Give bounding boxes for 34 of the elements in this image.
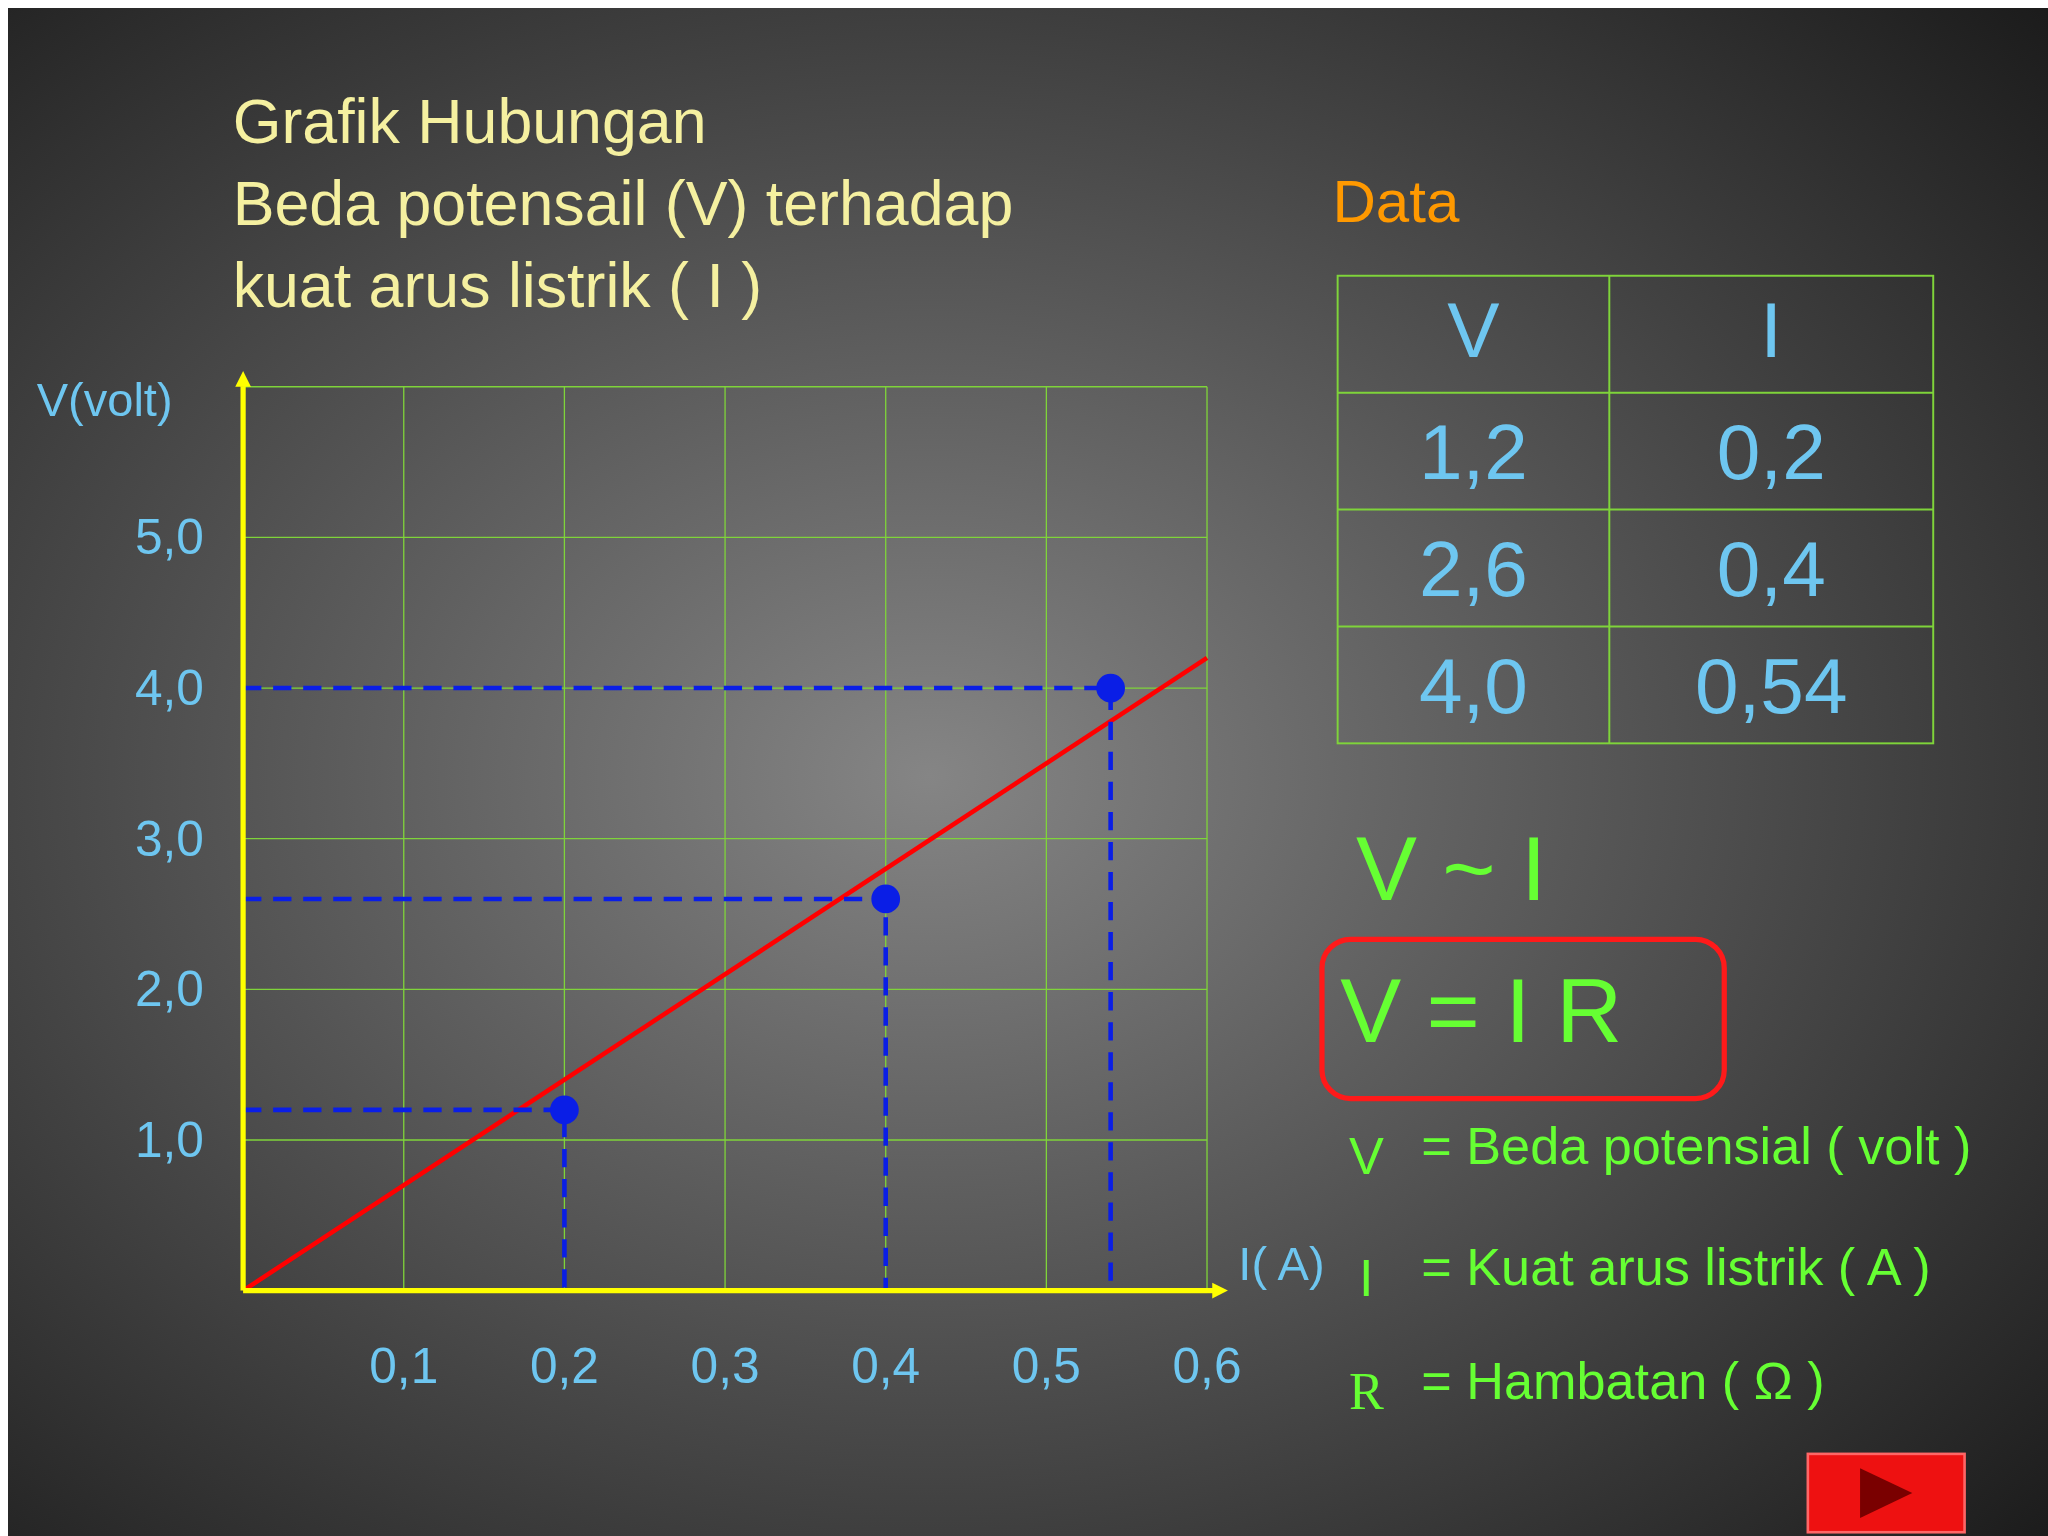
text: V <box>1348 1127 1384 1186</box>
point <box>1096 673 1125 703</box>
point <box>550 1095 579 1125</box>
y-axis-title: V(volt) <box>36 372 173 426</box>
text: 2,6 <box>1419 524 1528 613</box>
text: Data <box>1332 168 1460 236</box>
text: = Hambatan ( Ω ) <box>1421 1352 1825 1411</box>
text: V ~ I <box>1355 817 1547 920</box>
text: V <box>1447 285 1500 374</box>
chart-title: Grafik Hubungan Beda potensail (V) terhadap kuat arus listrik ( I ) <box>232 85 1014 321</box>
y-tick-label: 2,0 <box>134 961 204 1018</box>
text: 1,2 <box>1419 407 1528 496</box>
y-tick-label: 5,0 <box>134 509 204 566</box>
y-tick-label: 1,0 <box>134 1111 204 1168</box>
point <box>871 884 901 914</box>
x-tick-label: 0,6 <box>1172 1338 1242 1395</box>
text: 4,0 <box>1419 641 1528 730</box>
y-tick-label: 4,0 <box>134 660 204 717</box>
x-axis-title: I( A) <box>1238 1237 1325 1291</box>
x-tick-label: 0,3 <box>690 1338 760 1395</box>
x-tick-label: 0,4 <box>851 1338 921 1395</box>
text: = Beda potensial ( volt ) <box>1421 1116 1972 1175</box>
x-tick-label: 0,1 <box>369 1338 439 1395</box>
x-tick-label: 0,5 <box>1011 1338 1081 1395</box>
text: I <box>1760 285 1783 374</box>
text: V = I R <box>1340 959 1623 1062</box>
text: 0,4 <box>1716 524 1826 613</box>
text: 0,2 <box>1716 407 1826 496</box>
text: I <box>1359 1248 1374 1307</box>
y-tick-label: 3,0 <box>134 810 204 867</box>
text: 0,54 <box>1695 641 1848 730</box>
x-tick-label: 0,2 <box>529 1338 599 1395</box>
text: R <box>1348 1362 1384 1421</box>
text: = Kuat arus listrik ( A ) <box>1421 1238 1931 1297</box>
